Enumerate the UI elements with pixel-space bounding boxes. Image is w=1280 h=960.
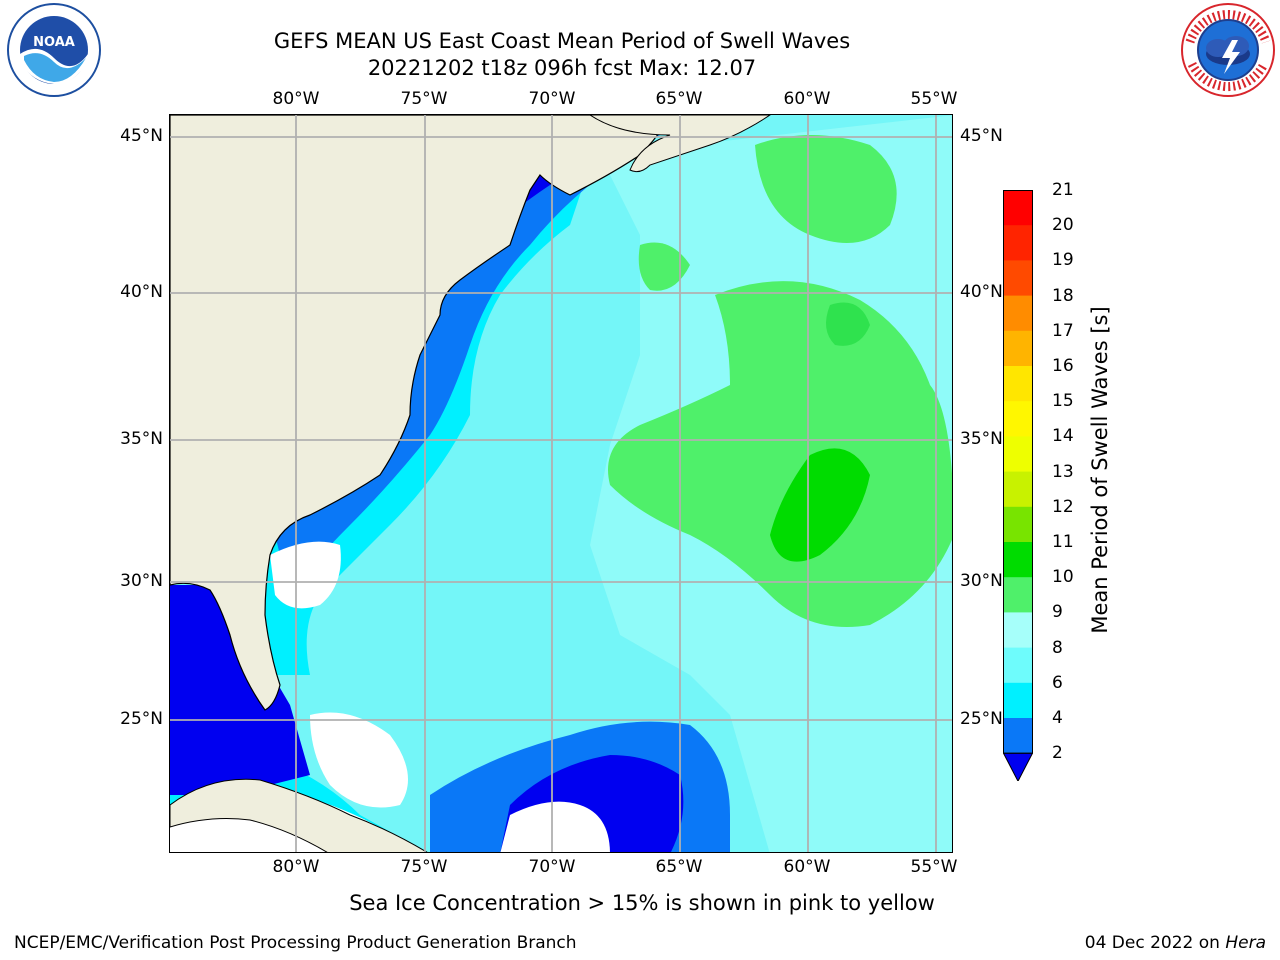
colorbar-label-16: 16 bbox=[1052, 356, 1074, 376]
colorbar-outline bbox=[1003, 190, 1033, 754]
colorbar-bin-9-10 bbox=[1003, 577, 1033, 613]
colorbar-label-10: 10 bbox=[1052, 567, 1074, 588]
lat-tick-left-45n: 45°N bbox=[120, 126, 163, 146]
lon-tick-top-55w: 55°W bbox=[910, 89, 958, 109]
colorbar-bin-10-11 bbox=[1003, 542, 1033, 578]
production-date: 04 Dec 2022 on Hera bbox=[1085, 933, 1266, 953]
map-subtitle: 20221202 t18z 096h fcst Max: 12.07 bbox=[367, 56, 757, 80]
lon-tick-bottom-70w: 70°W bbox=[528, 857, 576, 877]
noaa-logo: NOAA bbox=[7, 3, 101, 97]
lat-tick-left-40n: 40°N bbox=[120, 282, 163, 302]
colorbar-label-11: 11 bbox=[1052, 532, 1074, 552]
lon-tick-top-80w: 80°W bbox=[272, 89, 320, 109]
colorbar-label-17: 17 bbox=[1052, 320, 1074, 341]
colorbar-label-6: 6 bbox=[1052, 672, 1063, 693]
colorbar-label-21: 21 bbox=[1052, 180, 1074, 200]
lat-tick-right-35n: 35°N bbox=[960, 429, 1003, 449]
lon-tick-top-75w: 75°W bbox=[400, 89, 448, 109]
colorbar-bin-11-12 bbox=[1003, 506, 1033, 543]
producer-credit: NCEP/EMC/Verification Post Processing Pr… bbox=[14, 933, 577, 953]
lon-tick-top-70w: 70°W bbox=[528, 89, 576, 109]
map-area[interactable] bbox=[169, 114, 953, 853]
colorbar-bin-16-17 bbox=[1003, 330, 1033, 367]
colorbar-label-12: 12 bbox=[1052, 496, 1074, 517]
colorbar-bin-8-9 bbox=[1003, 612, 1033, 649]
colorbar-bin-20-21 bbox=[1003, 190, 1033, 226]
colorbar-bin-15-16 bbox=[1003, 366, 1033, 402]
lat-tick-right-40n: 40°N bbox=[960, 282, 1003, 302]
lat-tick-right-30n: 30°N bbox=[960, 571, 1003, 591]
colorbar-bin-6-8 bbox=[1003, 647, 1033, 684]
colorbar-label-20: 20 bbox=[1052, 215, 1074, 236]
lon-tick-top-60w: 60°W bbox=[783, 89, 831, 109]
lat-tick-left-30n: 30°N bbox=[120, 571, 163, 591]
production-date-text: 04 Dec 2022 on bbox=[1084, 933, 1226, 953]
lon-tick-bottom-65w: 65°W bbox=[655, 857, 703, 877]
national-weather-service-logo bbox=[1181, 3, 1275, 97]
colorbar-bin-19-20 bbox=[1003, 225, 1033, 261]
colorbar-label-19: 19 bbox=[1052, 250, 1074, 271]
colorbar-label-15: 15 bbox=[1052, 391, 1074, 412]
map-title: GEFS MEAN US East Coast Mean Period of S… bbox=[273, 29, 851, 53]
colorbar-bin-17-18 bbox=[1003, 295, 1033, 332]
colorbar-bin-4-6 bbox=[1003, 682, 1033, 719]
colorbar-extend-min bbox=[1003, 752, 1033, 781]
svg-text:NOAA: NOAA bbox=[33, 35, 75, 50]
colorbar-label-9: 9 bbox=[1052, 602, 1063, 623]
colorbar-label-14: 14 bbox=[1052, 426, 1074, 447]
lon-tick-top-65w: 65°W bbox=[655, 89, 703, 109]
lat-tick-left-35n: 35°N bbox=[120, 429, 163, 449]
lat-tick-right-45n: 45°N bbox=[960, 126, 1003, 146]
sea-ice-footnote: Sea Ice Concentration > 15% is shown in … bbox=[349, 891, 935, 915]
colorbar-label-4: 4 bbox=[1052, 708, 1063, 728]
lon-tick-bottom-55w: 55°W bbox=[910, 857, 958, 877]
colorbar-label-18: 18 bbox=[1052, 285, 1074, 306]
colorbar bbox=[1003, 190, 1033, 781]
colorbar-bin-2-4 bbox=[1003, 718, 1033, 754]
colorbar-bin-12-13 bbox=[1003, 471, 1033, 508]
colorbar-bin-13-14 bbox=[1003, 436, 1033, 473]
colorbar-label-2: 2 bbox=[1052, 743, 1063, 764]
colorbar-bin-18-19 bbox=[1003, 260, 1033, 297]
colorbar-title: Mean Period of Swell Waves [s] bbox=[1088, 306, 1112, 634]
machine-name: Hera bbox=[1225, 933, 1266, 953]
lat-tick-left-25n: 25°N bbox=[120, 709, 163, 729]
swell-period-field bbox=[170, 115, 952, 852]
colorbar-label-13: 13 bbox=[1052, 461, 1074, 482]
lon-tick-bottom-80w: 80°W bbox=[272, 857, 320, 877]
lon-tick-bottom-60w: 60°W bbox=[783, 857, 831, 877]
lon-tick-bottom-75w: 75°W bbox=[400, 857, 448, 877]
lat-tick-right-25n: 25°N bbox=[960, 709, 1003, 729]
colorbar-bin-14-15 bbox=[1003, 401, 1033, 437]
colorbar-label-8: 8 bbox=[1052, 637, 1063, 658]
